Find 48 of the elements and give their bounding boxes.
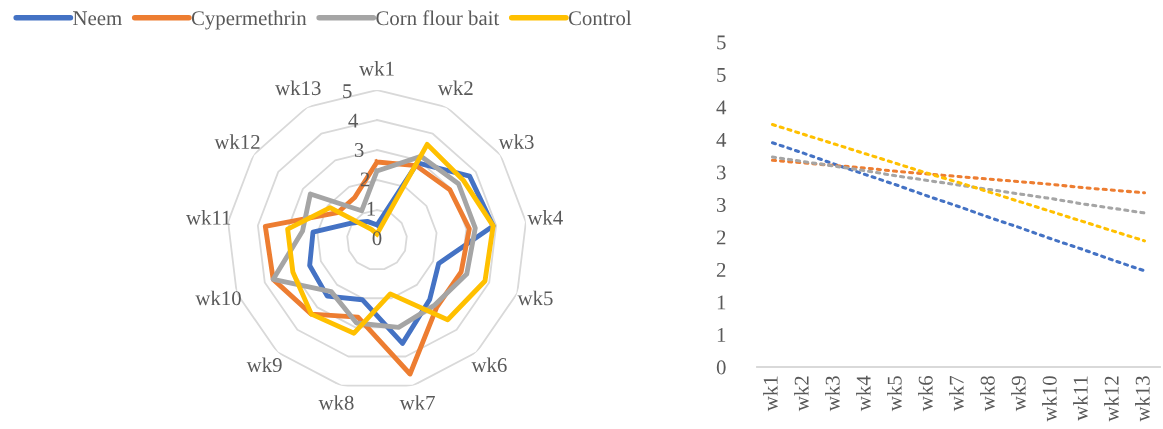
y-tick-label: 0 [372, 231, 382, 246]
y-tick-label: 2 [716, 230, 726, 245]
y-tick-label: 4 [716, 100, 727, 115]
y-tick-label: 0 [716, 360, 726, 375]
spoke-label: wk2 [437, 80, 473, 96]
spoke-label: wk5 [517, 290, 553, 306]
line-series [770, 158, 1147, 195]
y-tick-label: 3 [717, 165, 726, 180]
x-tick-label: wk3 [825, 376, 840, 412]
spoke-label: wk13 [275, 80, 321, 96]
spoke-label: wk12 [214, 134, 260, 149]
line-series [770, 123, 1147, 243]
y-tick-label: 3 [354, 143, 364, 158]
spoke-label: wk4 [527, 210, 563, 225]
spoke-label: wk9 [246, 357, 282, 373]
y-tick-label: 1 [367, 201, 375, 216]
x-tick-label: wk7 [949, 375, 964, 412]
spoke-label: wk6 [471, 357, 507, 373]
legend-label: Control [568, 10, 632, 26]
x-tick-label: wk11 [1073, 376, 1088, 421]
spoke-label: wk10 [195, 290, 241, 306]
spoke-label: wk1 [359, 61, 394, 76]
legend-label: Corn flour bait [376, 10, 500, 26]
spoke-label: wk11 [186, 210, 231, 225]
y-tick-label: 5 [717, 35, 726, 50]
x-tick-label: wk13 [1135, 376, 1150, 422]
x-tick-label: wk5 [887, 376, 902, 412]
line-series [770, 155, 1147, 215]
y-tick-label: 4 [716, 133, 727, 147]
line-series [770, 141, 1147, 273]
y-tick-label: 3 [717, 197, 726, 212]
spoke-label: wk3 [498, 134, 534, 149]
y-tick-label: 5 [717, 68, 726, 82]
y-tick-label: 1 [717, 295, 726, 310]
x-tick-label: wk4 [856, 375, 871, 412]
x-tick-label: wk9 [1011, 376, 1026, 412]
x-tick-label: wk6 [918, 375, 933, 412]
y-tick-label: 1 [717, 327, 726, 342]
x-tick-label: wk2 [794, 376, 809, 412]
y-tick-label: 2 [716, 262, 726, 277]
x-tick-label: wk10 [1042, 376, 1057, 422]
x-tick-label: wk1 [763, 376, 778, 412]
legend-label: Cypermethrin [191, 10, 307, 30]
y-tick-label: 4 [348, 113, 359, 128]
x-tick-label: wk8 [980, 376, 995, 412]
y-tick-label: 5 [343, 84, 352, 99]
x-tick-label: wk12 [1104, 376, 1119, 422]
legend-label: Neem [73, 11, 122, 26]
